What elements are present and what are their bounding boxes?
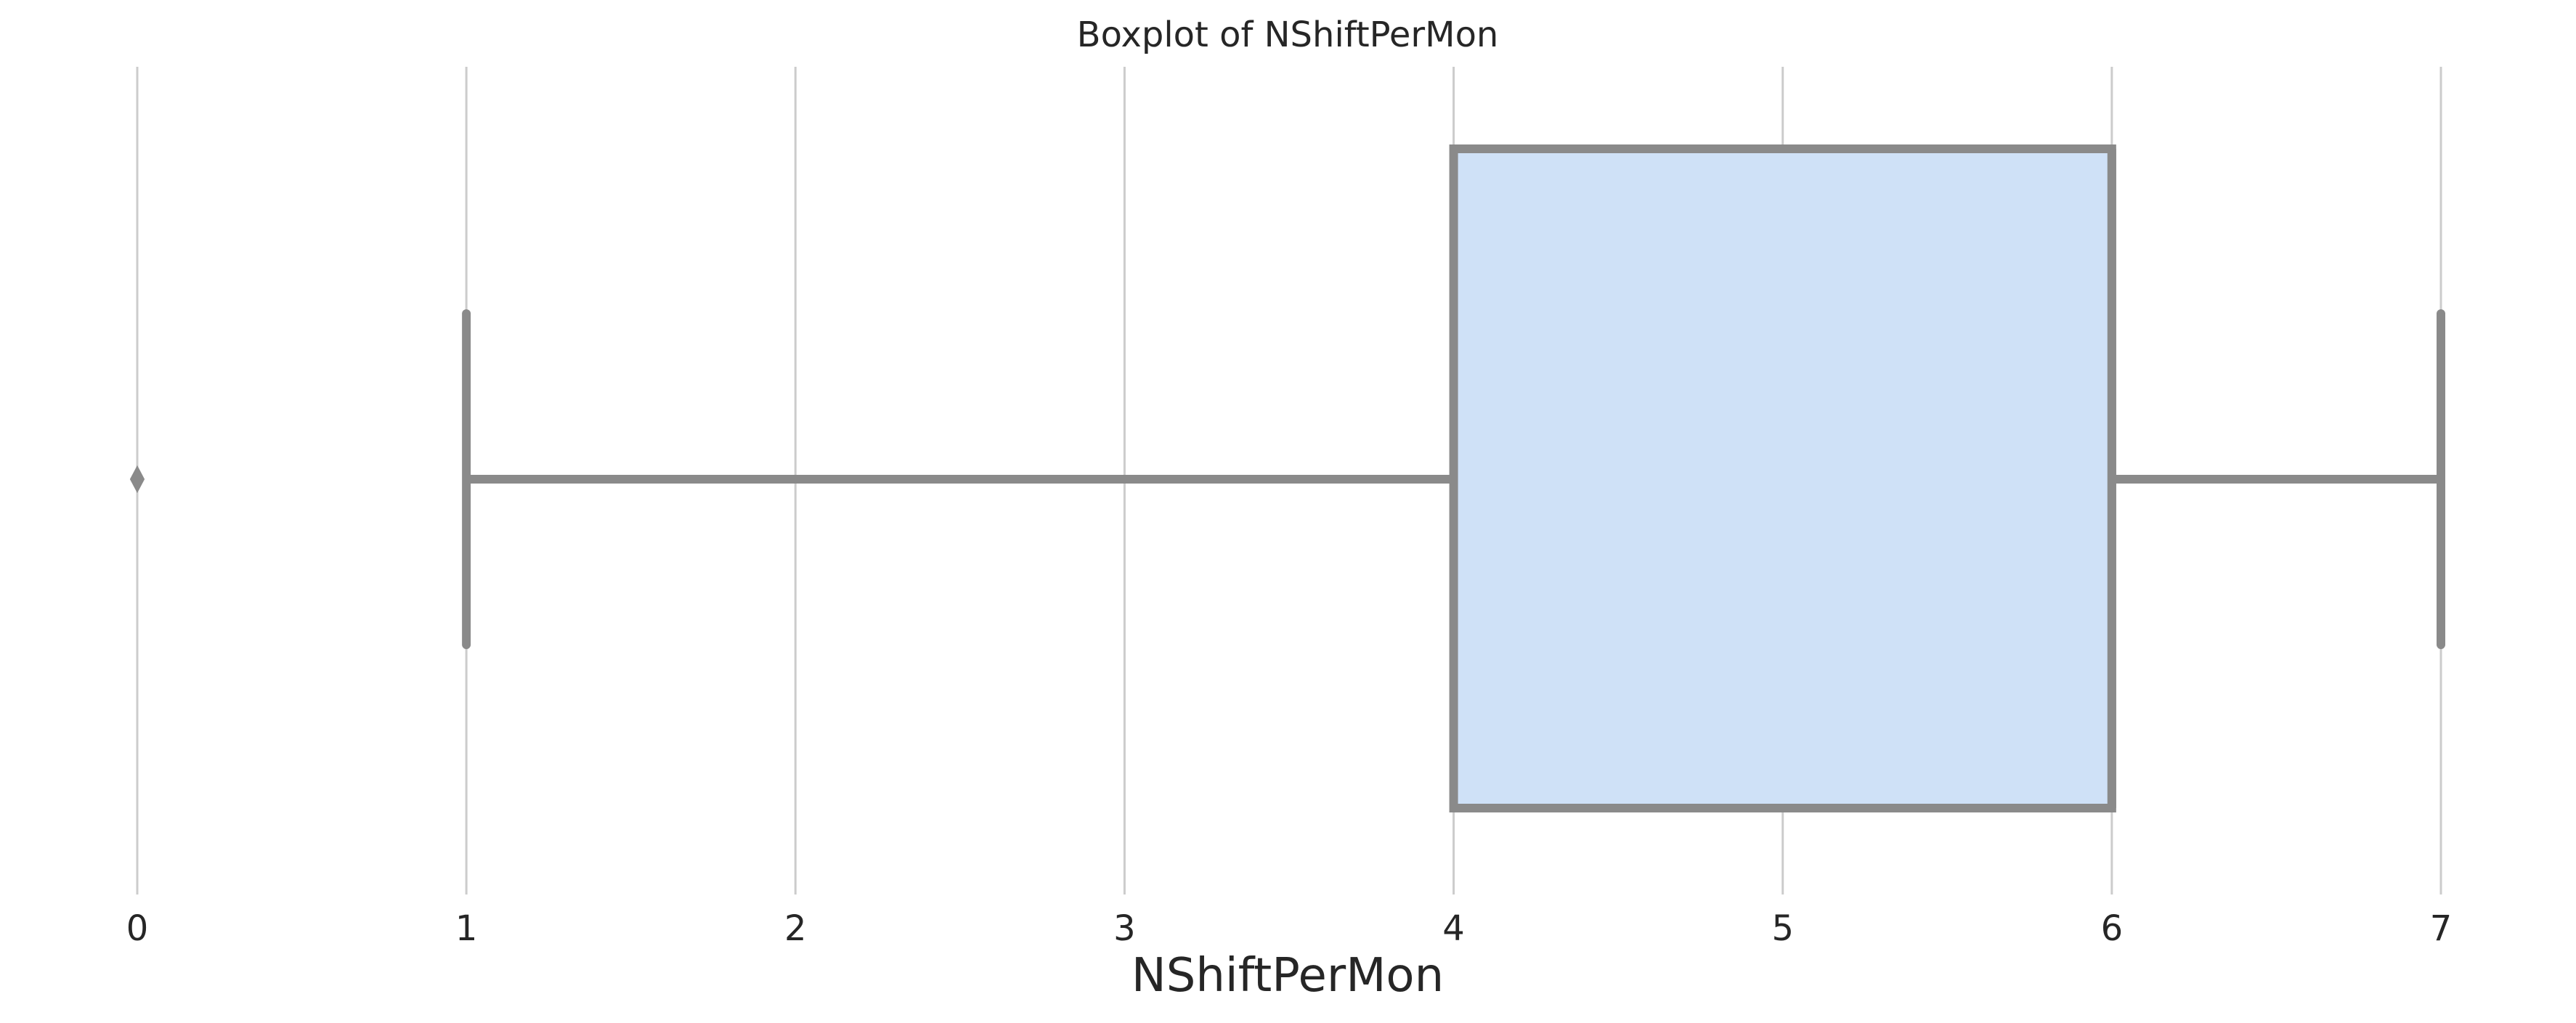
x-tick-label-5: 5 (1771, 908, 1794, 949)
outlier-point-0 (129, 465, 145, 494)
x-tick-label-2: 2 (784, 908, 807, 949)
x-tick-label-0: 0 (126, 908, 149, 949)
chart-title: Boxplot of NShiftPerMon (1077, 15, 1499, 55)
x-tick-label-1: 1 (455, 908, 478, 949)
x-axis-label: NShiftPerMon (1131, 949, 1444, 1003)
x-tick-label-7: 7 (2430, 908, 2453, 949)
box-iqr (1449, 144, 2116, 812)
x-tick-label-3: 3 (1113, 908, 1136, 949)
x-tick-label-6: 6 (2101, 908, 2124, 949)
x-tick-label-4: 4 (1442, 908, 1465, 949)
box-layer (129, 144, 2445, 812)
tick-layer: 0 1 2 3 4 5 6 7 (126, 908, 2453, 949)
